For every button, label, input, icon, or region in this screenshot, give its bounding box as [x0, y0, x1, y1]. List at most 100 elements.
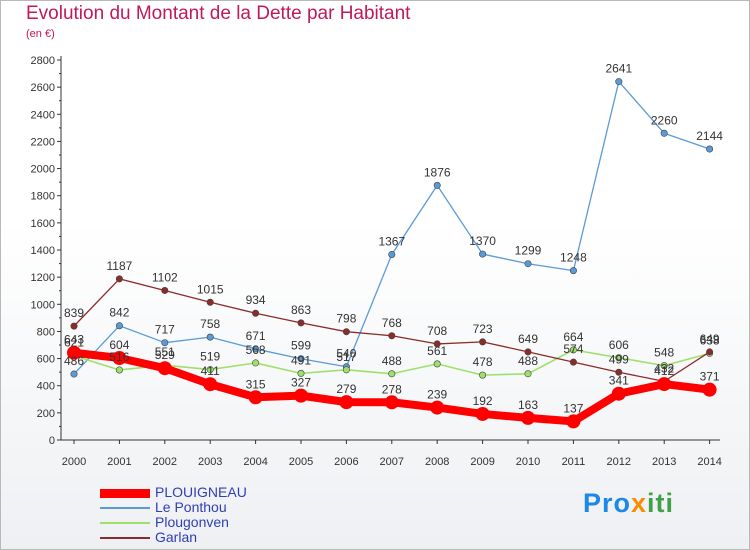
legend-label-3: Garlan: [155, 529, 198, 545]
series-1-point-5: [297, 355, 305, 363]
series-2-label-0: 621: [64, 336, 84, 350]
x-tick-label-5: 2005: [289, 456, 313, 468]
series-1-point-12: [615, 78, 623, 86]
legend-label-1: Le Ponthou: [155, 499, 227, 515]
series-3-point-11: [569, 358, 577, 366]
y-tick-label-4: 800: [37, 326, 55, 338]
series-0-label-0: 643: [64, 333, 84, 347]
x-tick-label-7: 2007: [380, 456, 404, 468]
x-tick-label-2: 2002: [153, 456, 177, 468]
series-2-label-8: 561: [427, 344, 447, 358]
series-3-point-2: [161, 286, 169, 294]
series-2-label-12: 606: [609, 338, 629, 352]
series-3-point-14: [706, 348, 714, 356]
series-3-point-12: [615, 368, 623, 376]
series-0-label-8: 239: [427, 388, 447, 402]
series-0-point-3: [203, 377, 218, 392]
series-0-point-12: [611, 386, 626, 401]
series-1-label-8: 1876: [424, 165, 451, 179]
series-3-label-4: 934: [246, 293, 266, 307]
series-3-label-6: 798: [336, 312, 356, 326]
x-tick-label-6: 2006: [334, 456, 358, 468]
series-2-label-2: 551: [155, 345, 175, 359]
series-1-point-3: [206, 333, 214, 341]
series-2-point-9: [479, 371, 487, 379]
series-1-label-14: 2144: [696, 129, 723, 143]
series-3-label-7: 768: [382, 316, 402, 330]
series-0-point-5: [294, 388, 308, 403]
x-tick-label-4: 2004: [243, 456, 267, 468]
series-3-point-4: [252, 309, 260, 317]
series-0-label-7: 278: [382, 382, 402, 396]
series-0-point-13: [657, 377, 672, 392]
logo-part-2: x: [631, 488, 648, 518]
series-1-point-0: [70, 370, 78, 378]
series-3-point-5: [297, 319, 305, 327]
y-tick-label-5: 1000: [31, 299, 55, 311]
legend-label-2: Plougonven: [155, 514, 229, 530]
series-1-label-9: 1370: [469, 234, 496, 248]
series-3-point-3: [206, 298, 214, 306]
series-3-point-1: [115, 275, 123, 283]
series-1-point-9: [479, 250, 487, 258]
series-2-label-9: 478: [473, 355, 493, 369]
y-tick-label-14: 2800: [31, 55, 55, 67]
series-1-point-11: [569, 267, 577, 275]
series-0-label-12: 341: [609, 374, 629, 388]
series-0-label-4: 315: [246, 377, 266, 391]
proxiti-logo: Proxiti: [583, 488, 674, 519]
series-0-label-5: 327: [291, 376, 311, 390]
y-tick-label-11: 2200: [31, 136, 55, 148]
series-1-label-12: 2641: [605, 62, 632, 76]
series-3-label-3: 1015: [197, 282, 224, 296]
series-0-point-10: [521, 410, 535, 425]
legend-swatch-3: [100, 537, 150, 539]
series-1-label-4: 671: [246, 329, 266, 343]
chart-unit-label: (en €): [26, 28, 55, 40]
series-0-point-14: [702, 382, 717, 397]
legend-swatch-0: [100, 488, 150, 498]
series-3-point-9: [479, 338, 487, 346]
series-3-label-12: 499: [609, 352, 629, 366]
series-3-label-0: 839: [64, 306, 84, 320]
series-0-point-9: [475, 406, 490, 421]
x-tick-label-11: 2011: [562, 456, 586, 468]
x-tick-label-12: 2012: [607, 456, 631, 468]
series-2-point-1: [115, 366, 123, 374]
x-tick-label-9: 2009: [470, 456, 494, 468]
series-2-label-1: 516: [109, 350, 129, 364]
series-0-point-1: [112, 351, 127, 366]
x-tick-label-1: 2001: [107, 456, 131, 468]
series-0-label-9: 192: [473, 394, 493, 408]
series-3-label-5: 863: [291, 303, 311, 317]
series-2-point-10: [524, 370, 532, 378]
y-tick-label-9: 1800: [31, 191, 55, 203]
series-1-label-7: 1367: [378, 234, 405, 248]
y-tick-label-1: 200: [37, 408, 55, 420]
series-2-label-11: 664: [563, 330, 583, 344]
series-2-point-13: [660, 362, 668, 370]
series-3-point-6: [342, 328, 350, 336]
y-tick-label-12: 2400: [31, 109, 55, 121]
y-tick-label-13: 2600: [31, 82, 55, 94]
series-3-point-0: [70, 322, 78, 330]
y-tick-label-7: 1400: [31, 245, 55, 257]
series-0-label-1: 604: [109, 338, 129, 352]
series-0-label-14: 371: [700, 370, 720, 384]
y-tick-label-2: 400: [37, 381, 55, 393]
legend-label-0: PLOUIGNEAU: [155, 484, 247, 500]
series-0-point-11: [566, 414, 581, 429]
series-3-point-7: [388, 332, 396, 340]
series-2-point-7: [388, 370, 396, 378]
legend-swatch-2: [100, 522, 150, 524]
x-tick-label-10: 2010: [516, 456, 540, 468]
series-1-point-10: [524, 260, 532, 268]
series-3-label-2: 1102: [152, 270, 178, 284]
series-0-label-10: 163: [518, 398, 538, 412]
x-tick-label-0: 2000: [62, 456, 86, 468]
chart-title: Evolution du Montant de la Dette par Hab…: [26, 3, 411, 24]
series-0-label-13: 412: [654, 364, 674, 378]
series-1-point-13: [660, 129, 668, 137]
series-1-label-10: 1299: [515, 244, 542, 258]
